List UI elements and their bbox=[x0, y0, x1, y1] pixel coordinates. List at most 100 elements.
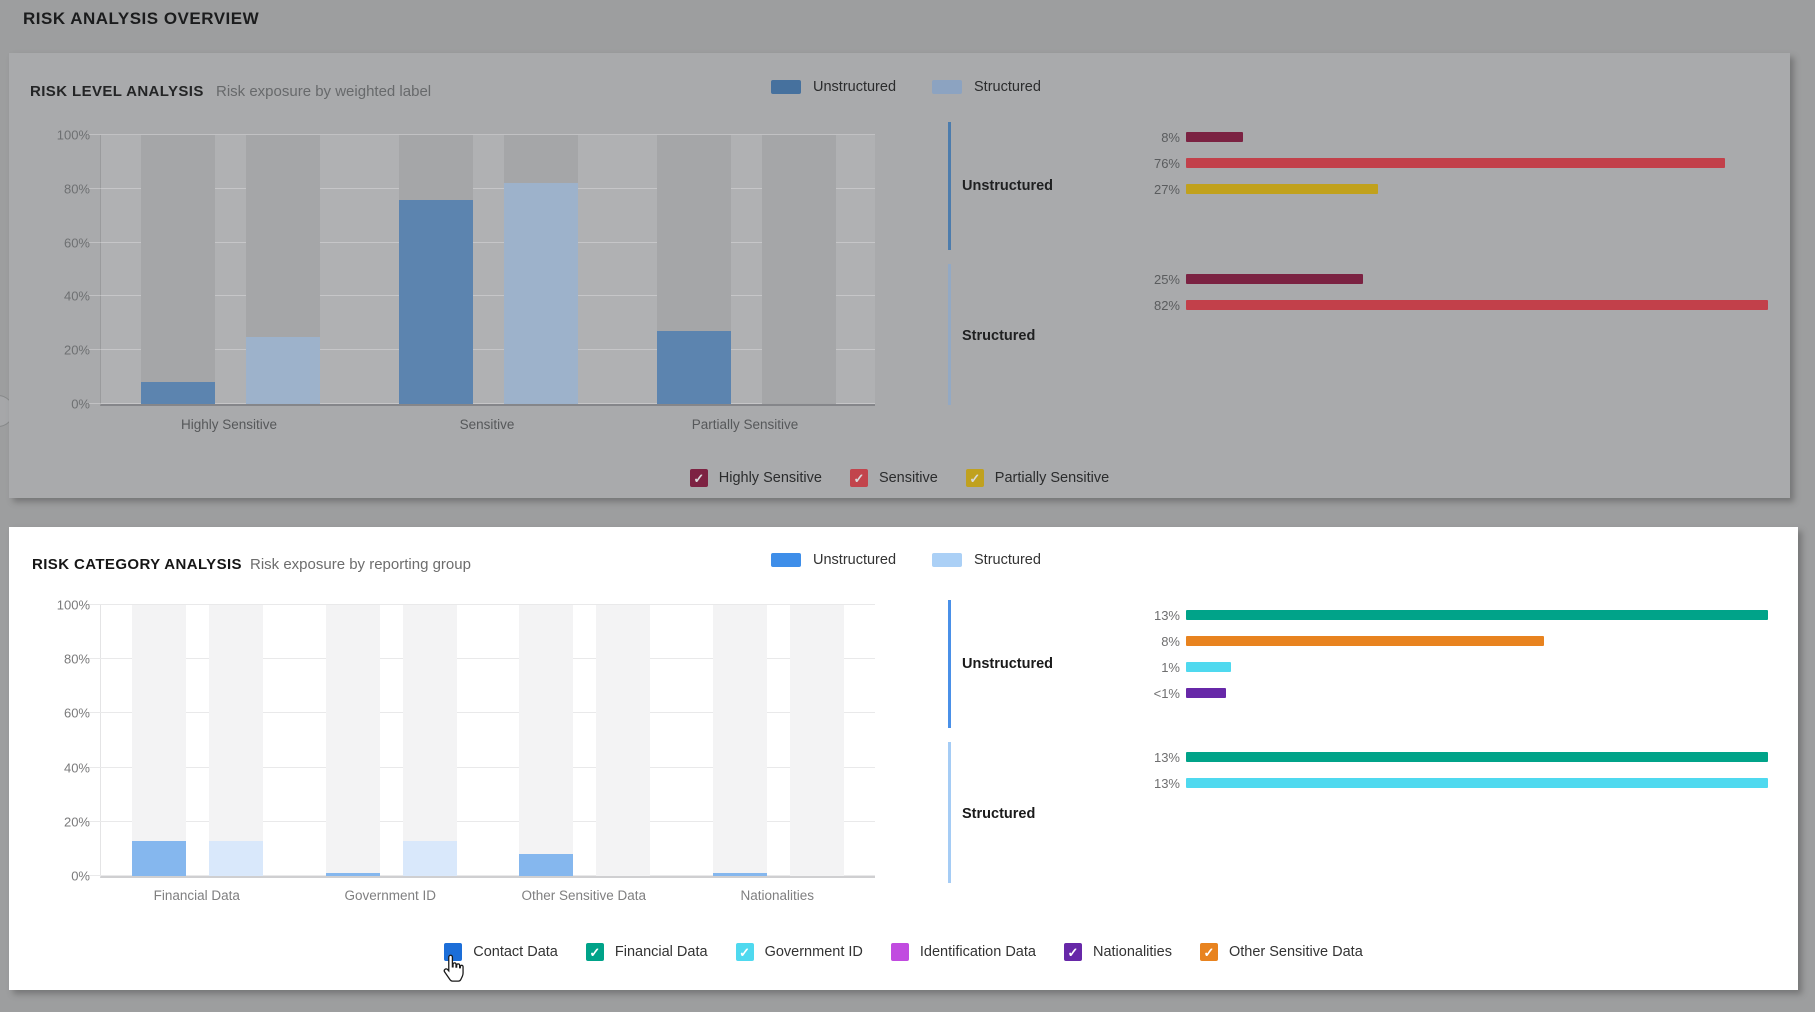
summary-row: 8% bbox=[1040, 628, 1788, 654]
legend-item-highly-sensitive[interactable]: ✓ Highly Sensitive bbox=[689, 469, 822, 487]
x-axis-label: Financial Data bbox=[153, 888, 240, 903]
category-slot-sensitive bbox=[359, 135, 617, 404]
unstructured-bar bbox=[656, 331, 731, 404]
legend-item-sensitive[interactable]: ✓ Sensitive bbox=[849, 469, 938, 487]
bar-track bbox=[209, 605, 264, 876]
summary-row: 8% bbox=[1040, 124, 1788, 150]
bar-track bbox=[596, 605, 651, 876]
checkbox-government-id[interactable]: ✓ bbox=[735, 943, 754, 961]
summary-row: 13% bbox=[1040, 744, 1788, 770]
structured-bar bbox=[209, 840, 264, 876]
summary-row-bar-sensitive bbox=[1186, 158, 1726, 168]
summary-rows: 25% 82% bbox=[1040, 264, 1788, 318]
structured-bar bbox=[503, 183, 578, 404]
summary-row-value: 8% bbox=[1161, 633, 1180, 649]
structured-bar bbox=[402, 840, 457, 876]
x-axis-label: Government ID bbox=[344, 888, 437, 903]
summary-row-bar-other-sensitive-data bbox=[1186, 636, 1545, 646]
legend-item-contact-data[interactable]: Contact Data bbox=[443, 943, 558, 982]
structured-swatch bbox=[932, 553, 963, 567]
summary-row: 76% bbox=[1040, 150, 1788, 176]
summary-row-value: 76% bbox=[1153, 155, 1180, 171]
bar-track bbox=[656, 135, 731, 404]
bar-track bbox=[789, 605, 844, 876]
category-slot-financial-data bbox=[101, 605, 295, 876]
legend-label: Identification Data bbox=[919, 944, 1036, 960]
summary-row-bar-partially-sensitive bbox=[1186, 184, 1378, 194]
series-legend-label: Structured bbox=[974, 552, 1041, 568]
summary-group-structured: Structured 13% 13% bbox=[948, 742, 1788, 883]
bar-track bbox=[398, 135, 473, 404]
unstructured-swatch bbox=[771, 80, 801, 94]
x-axis-label: Other Sensitive Data bbox=[521, 888, 647, 903]
unstructured-bar bbox=[712, 873, 767, 876]
x-axis-label: Highly Sensitive bbox=[180, 417, 278, 432]
category-checkbox-legend: Contact Data ✓ Financial Data ✓ Government I… bbox=[9, 943, 1798, 982]
checkbox-nationalities[interactable]: ✓ bbox=[1063, 943, 1082, 961]
legend-item-other-sensitive-data[interactable]: ✓ Other Sensitive Data bbox=[1199, 943, 1363, 961]
y-axis-tick-label: 100% bbox=[56, 127, 90, 143]
legend-item-partially-sensitive[interactable]: ✓ Partially Sensitive bbox=[965, 469, 1109, 487]
gridline bbox=[87, 403, 875, 404]
summary-row: 27% bbox=[1040, 176, 1788, 202]
series-legend-label: Unstructured bbox=[813, 79, 897, 95]
bar-track bbox=[132, 605, 187, 876]
summary-row: <1% bbox=[1040, 680, 1788, 706]
summary-row-bar-highly-sensitive bbox=[1186, 274, 1364, 284]
legend-label: Financial Data bbox=[614, 944, 708, 960]
series-legend-label: Unstructured bbox=[813, 552, 897, 568]
legend-label: Highly Sensitive bbox=[718, 470, 822, 486]
summary-row-bar-sensitive bbox=[1186, 300, 1768, 310]
checkbox-contact-data[interactable] bbox=[443, 943, 464, 982]
category-slot-other-sensitive-data bbox=[488, 605, 682, 876]
checkmark-icon: ✓ bbox=[1067, 944, 1079, 960]
checkbox-highly-sensitive[interactable]: ✓ bbox=[689, 469, 708, 487]
checkbox-other-sensitive-data[interactable]: ✓ bbox=[1199, 943, 1218, 961]
summary-row: 82% bbox=[1040, 292, 1788, 318]
y-axis-tick-label: 40% bbox=[63, 288, 90, 304]
bar-track bbox=[325, 605, 380, 876]
summary-rows: 13% 13% bbox=[1040, 742, 1788, 796]
y-axis-tick-label: 60% bbox=[63, 235, 90, 251]
gridline bbox=[87, 658, 875, 660]
legend-label: Nationalities bbox=[1092, 944, 1172, 960]
x-axis-label: Partially Sensitive bbox=[691, 417, 799, 432]
summary-group-label: Unstructured bbox=[962, 656, 1054, 672]
legend-item-identification-data[interactable]: Identification Data bbox=[890, 943, 1036, 961]
summary-row-value: 13% bbox=[1153, 775, 1180, 791]
summary-group-structured: Structured 25% 82% bbox=[948, 264, 1788, 405]
series-legend-item-structured: Structured bbox=[932, 552, 1041, 568]
group-accent-line bbox=[948, 122, 951, 250]
summary-row-bar-highly-sensitive bbox=[1186, 132, 1243, 142]
gridline bbox=[87, 187, 875, 189]
column-chart-plot: 0% 20% 40% 60% 80% 100% bbox=[57, 128, 875, 412]
gridline bbox=[87, 295, 875, 297]
gridline bbox=[87, 766, 875, 768]
legend-label: Contact Data bbox=[473, 944, 558, 960]
checkmark-icon: ✓ bbox=[739, 944, 751, 960]
unstructured-bar bbox=[519, 854, 574, 876]
summary-row-value: 13% bbox=[1153, 607, 1180, 623]
panel-subtitle: Risk exposure by weighted label bbox=[216, 83, 432, 100]
legend-item-financial-data[interactable]: ✓ Financial Data bbox=[585, 943, 708, 961]
summary-row-bar-government-id bbox=[1186, 662, 1231, 672]
legend-item-government-id[interactable]: ✓ Government ID bbox=[735, 943, 863, 961]
summary-row-value: 13% bbox=[1153, 749, 1180, 765]
panel-subtitle: Risk exposure by reporting group bbox=[250, 556, 471, 573]
legend-item-nationalities[interactable]: ✓ Nationalities bbox=[1063, 943, 1172, 961]
x-axis-label: Sensitive bbox=[459, 417, 515, 432]
unstructured-bar bbox=[132, 840, 187, 876]
checkbox-sensitive[interactable]: ✓ bbox=[849, 469, 868, 487]
checkbox-financial-data[interactable]: ✓ bbox=[585, 943, 604, 961]
checkmark-icon: ✓ bbox=[693, 470, 705, 486]
checkbox-partially-sensitive[interactable]: ✓ bbox=[965, 469, 984, 487]
summary-row-value: <1% bbox=[1153, 685, 1180, 701]
gridline bbox=[87, 134, 875, 135]
x-axis-labels: Financial Data Government ID Other Sensiti… bbox=[100, 888, 874, 903]
checkbox-identification-data[interactable] bbox=[890, 943, 909, 961]
checkmark-icon: ✓ bbox=[589, 944, 601, 960]
summary-bars: Unstructured 13% 8% 1% <1% Structured 13% 13% bbox=[948, 600, 1788, 883]
y-axis-tick-label: 80% bbox=[63, 181, 90, 197]
summary-row-bar-financial-data bbox=[1186, 752, 1768, 762]
y-axis-tick-label: 20% bbox=[63, 814, 90, 830]
